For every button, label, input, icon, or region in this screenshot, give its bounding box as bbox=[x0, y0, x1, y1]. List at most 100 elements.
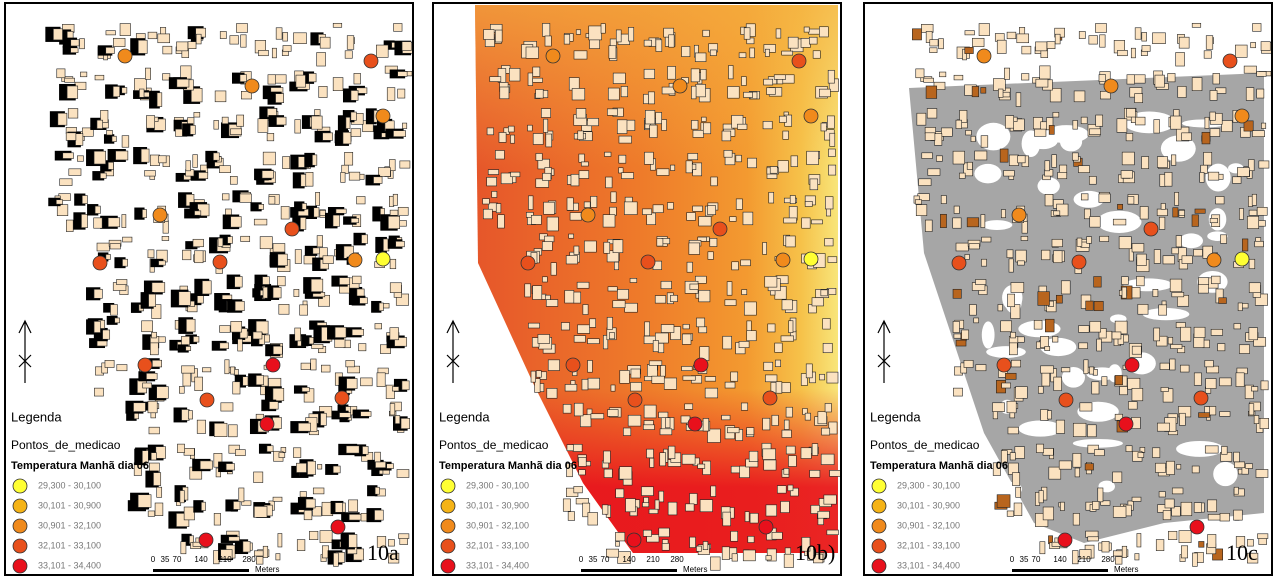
building bbox=[748, 158, 757, 168]
building bbox=[608, 287, 617, 291]
building bbox=[221, 403, 233, 411]
building bbox=[193, 239, 204, 246]
building bbox=[1207, 366, 1219, 373]
building bbox=[966, 130, 972, 135]
building bbox=[743, 550, 755, 561]
building bbox=[399, 534, 409, 539]
building bbox=[1211, 276, 1220, 284]
building bbox=[156, 447, 166, 459]
building bbox=[542, 23, 549, 36]
building bbox=[661, 281, 672, 288]
building bbox=[790, 196, 795, 204]
measurement-point bbox=[1190, 520, 1204, 534]
building bbox=[939, 39, 944, 49]
building bbox=[572, 88, 585, 100]
scale-tick: 280 bbox=[242, 555, 256, 564]
building bbox=[150, 155, 159, 166]
building bbox=[243, 377, 248, 386]
building bbox=[710, 557, 720, 570]
scale-unit: Meters bbox=[255, 565, 279, 574]
building bbox=[484, 30, 495, 40]
building bbox=[163, 46, 172, 54]
building bbox=[1036, 79, 1048, 87]
measurement-point bbox=[376, 109, 390, 123]
building bbox=[1200, 172, 1204, 182]
building bbox=[222, 117, 228, 124]
building bbox=[1179, 37, 1189, 48]
building bbox=[276, 94, 284, 103]
building bbox=[1014, 503, 1022, 516]
building bbox=[1132, 244, 1144, 252]
building bbox=[57, 205, 68, 216]
building bbox=[584, 202, 590, 208]
building bbox=[1168, 337, 1173, 344]
north-arrow bbox=[447, 321, 459, 383]
building bbox=[511, 172, 520, 177]
building bbox=[278, 254, 287, 266]
building bbox=[1097, 339, 1102, 351]
building bbox=[1005, 373, 1016, 379]
measurement-point bbox=[521, 256, 535, 270]
building bbox=[700, 500, 712, 512]
building bbox=[965, 254, 970, 259]
building bbox=[304, 511, 312, 520]
building bbox=[699, 290, 710, 302]
building bbox=[667, 66, 675, 79]
measurement-point bbox=[138, 358, 152, 372]
building bbox=[65, 78, 75, 82]
building bbox=[1155, 463, 1165, 472]
building bbox=[825, 403, 831, 412]
building bbox=[653, 341, 658, 352]
legend-title: Legenda bbox=[439, 409, 490, 424]
building bbox=[620, 370, 630, 383]
building bbox=[748, 536, 754, 542]
building bbox=[311, 279, 323, 292]
building bbox=[301, 363, 310, 369]
building bbox=[179, 292, 191, 306]
building bbox=[576, 30, 580, 35]
building bbox=[106, 31, 116, 35]
building bbox=[531, 215, 541, 224]
building bbox=[997, 495, 1010, 508]
building bbox=[699, 327, 707, 333]
building bbox=[1216, 197, 1224, 204]
building bbox=[688, 153, 698, 159]
measurement-point bbox=[1119, 417, 1133, 431]
legend-field: Temperatura Manhã dia 06 bbox=[11, 460, 149, 472]
building bbox=[1122, 287, 1127, 298]
building bbox=[1113, 219, 1126, 225]
building bbox=[487, 128, 494, 135]
building bbox=[390, 328, 399, 340]
building bbox=[158, 34, 170, 43]
building bbox=[922, 153, 933, 159]
building bbox=[641, 487, 653, 496]
building bbox=[744, 302, 756, 315]
measurement-point bbox=[118, 49, 132, 63]
building bbox=[925, 220, 932, 232]
building bbox=[577, 282, 589, 288]
building bbox=[702, 117, 707, 121]
measurement-point bbox=[713, 222, 727, 236]
measurement-point bbox=[628, 393, 642, 407]
building bbox=[279, 453, 285, 458]
building bbox=[1115, 375, 1122, 384]
building bbox=[574, 246, 579, 254]
building bbox=[1182, 256, 1192, 264]
building bbox=[1016, 250, 1026, 262]
building bbox=[376, 45, 388, 57]
building bbox=[1079, 343, 1088, 349]
building bbox=[162, 236, 169, 240]
measurement-point bbox=[213, 255, 227, 269]
building bbox=[1054, 377, 1062, 391]
building bbox=[201, 502, 205, 510]
building bbox=[1259, 161, 1269, 168]
building bbox=[765, 276, 777, 287]
building bbox=[313, 488, 324, 494]
building bbox=[107, 130, 113, 135]
building bbox=[1122, 546, 1127, 557]
measurement-point bbox=[804, 109, 818, 123]
building bbox=[220, 326, 231, 333]
building bbox=[964, 360, 973, 367]
building bbox=[763, 449, 776, 460]
building bbox=[318, 464, 322, 469]
